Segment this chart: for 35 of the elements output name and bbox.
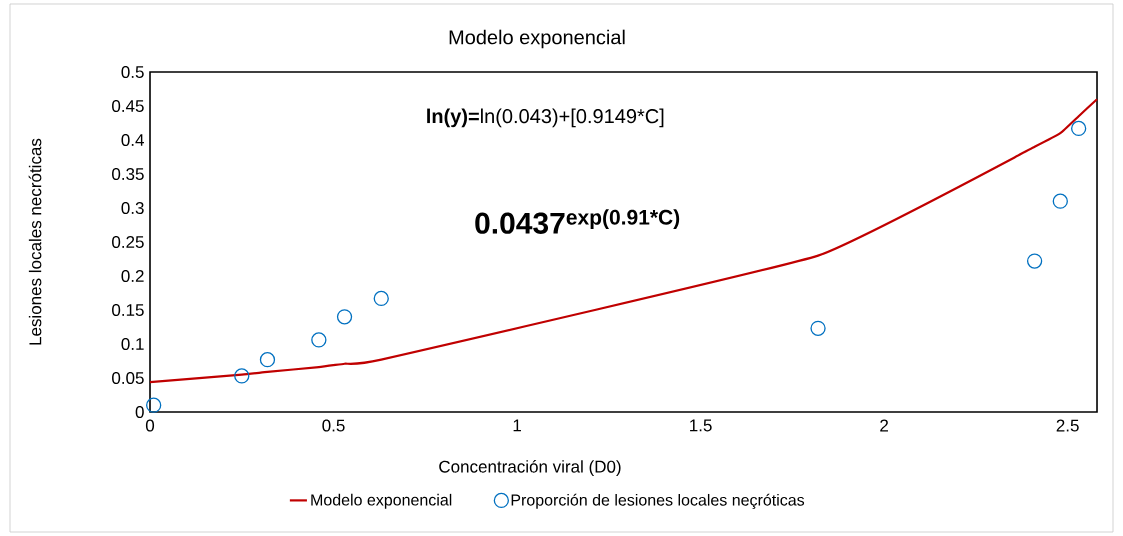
- x-tick-label: 2.5: [1056, 419, 1079, 432]
- annotation: 0.0437$^{exp(0.91*C)}$: [475, 209, 680, 234]
- y-tick-label: 0.3: [121, 201, 144, 215]
- x-tick-label: 0.5: [322, 419, 345, 432]
- point: [810, 320, 826, 337]
- x-axis-title: Concentración viral (D0): [439, 459, 621, 477]
- y-tick-label: 0.1: [121, 337, 144, 351]
- x-tick-label: 1: [513, 419, 521, 432]
- y-tick-label: 0.45: [112, 99, 144, 113]
- y-tick-label: 0.25: [112, 235, 144, 249]
- x-tick-label: 0: [145, 419, 155, 432]
- point: [311, 332, 327, 348]
- x-tick-label: 2: [880, 419, 888, 432]
- y-tick-label: 0.5: [121, 65, 144, 79]
- point: [146, 397, 162, 413]
- line-series: [148, 98, 1099, 384]
- point: [1026, 253, 1043, 269]
- point: [1052, 193, 1068, 209]
- legend-label: Proporción de lesiones locales neçróticas: [511, 493, 805, 509]
- y-axis-title: Lesiones locales necróticas: [28, 138, 42, 345]
- x-tick-label: 1.5: [690, 419, 712, 432]
- y-tick-label: 0.2: [121, 269, 144, 283]
- chart-title: Modelo exponencial: [449, 29, 625, 49]
- point: [234, 368, 250, 384]
- point: [1071, 120, 1087, 137]
- point: [336, 309, 353, 325]
- point: [259, 351, 276, 368]
- y-tick-label: 0: [135, 405, 144, 419]
- y-tick-label: 0.15: [112, 303, 144, 317]
- legend-label: Modelo exponencial: [311, 493, 452, 509]
- y-tick-label: 0.35: [112, 167, 144, 181]
- y-tick-label: 0.05: [112, 371, 144, 385]
- point: [373, 290, 389, 307]
- y-tick-label: 0.4: [121, 133, 144, 147]
- annotation: ln(y)=ln(0.043)+[0.9149*C]: [427, 108, 664, 128]
